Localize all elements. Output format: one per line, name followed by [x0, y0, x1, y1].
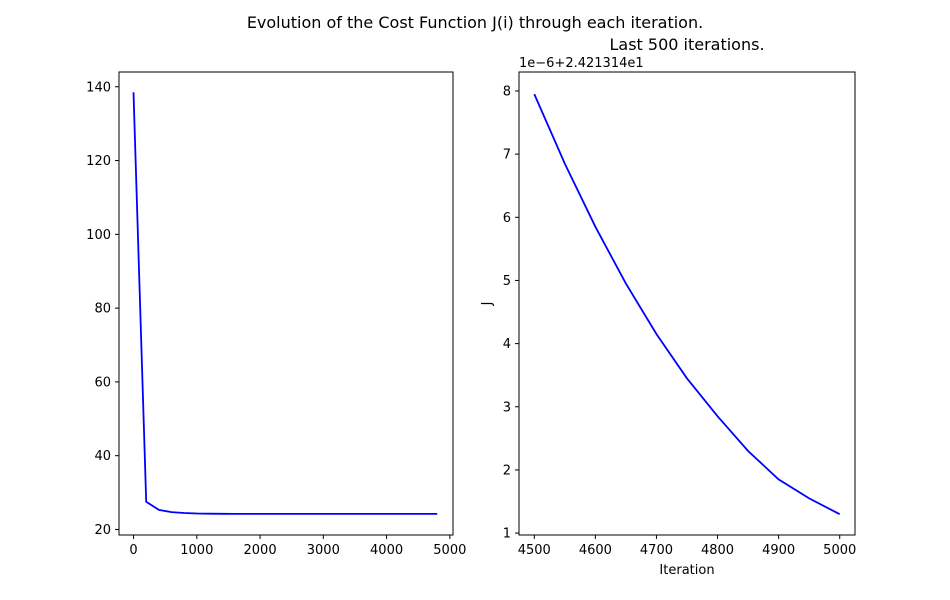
x-tick-label: 5000	[433, 543, 466, 558]
y-tick-label: 3	[503, 400, 511, 415]
axis-offset-text: 1e−6+2.421314e1	[519, 56, 644, 71]
y-tick-label: 80	[94, 302, 111, 317]
x-tick-label: 4700	[640, 543, 673, 558]
y-tick-label: 4	[503, 337, 511, 352]
x-tick-label: 4800	[701, 543, 734, 558]
axes-title: Last 500 iterations.	[609, 35, 764, 54]
y-tick-label: 7	[503, 148, 511, 163]
y-tick-label: 8	[503, 84, 511, 99]
y-tick-label: 120	[86, 154, 111, 169]
figure-suptitle: Evolution of the Cost Function J(i) thro…	[247, 13, 703, 32]
x-tick-label: 4600	[579, 543, 612, 558]
y-tick-label: 5	[503, 274, 511, 289]
x-tick-label: 0	[129, 543, 137, 558]
axes-frame	[118, 71, 454, 536]
series-line-0	[533, 93, 841, 515]
y-axis-label: J	[480, 302, 495, 307]
y-tick-label: 140	[86, 80, 111, 95]
y-tick-label: 20	[94, 523, 111, 538]
x-tick-label: 2000	[244, 543, 277, 558]
x-tick-label: 4900	[762, 543, 795, 558]
x-axis-label: Iteration	[659, 563, 714, 578]
y-tick-label: 1	[503, 527, 511, 542]
axes-frame	[518, 71, 856, 536]
x-tick-label: 5000	[823, 543, 856, 558]
x-tick-label: 4500	[518, 543, 551, 558]
panel-left-full-history: 0 1000 2000 3000 4000 5000 20 40 60 80 100 120 140	[86, 71, 466, 558]
x-tick-label: 4000	[370, 543, 403, 558]
x-tick-label: 3000	[307, 543, 340, 558]
y-tick-label: 60	[94, 375, 111, 390]
y-tick-label: 2	[503, 463, 511, 478]
x-tick-label: 1000	[180, 543, 213, 558]
panel-right-last-500: 4500 4600 4700 4800 4900 5000 1 2 3 4 5 6 7 8 Last 500…	[480, 35, 856, 578]
y-tick-label: 6	[503, 211, 511, 226]
series-line-0	[132, 92, 438, 515]
y-tick-label: 40	[94, 449, 111, 464]
y-tick-label: 100	[86, 228, 111, 243]
